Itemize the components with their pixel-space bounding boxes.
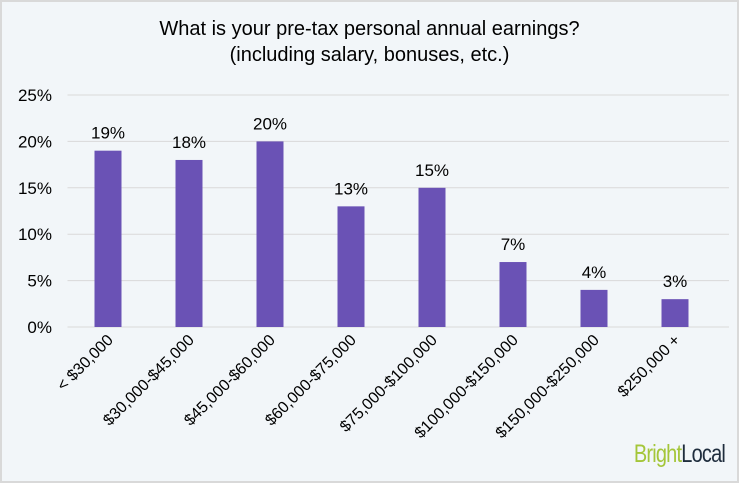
bar [337,206,365,327]
bar [418,187,446,327]
y-tick-label: 25% [18,86,52,105]
data-label: 7% [501,235,526,254]
data-label: 3% [663,272,688,291]
data-label: 4% [582,263,607,282]
bar [175,159,203,327]
y-tick-label: 10% [18,225,52,244]
bar [256,141,284,327]
title-line-2: (including salary, bonuses, etc.) [229,44,510,66]
bar [661,299,689,327]
bar [580,289,608,327]
data-label: 18% [172,133,206,152]
x-tick-label: $250,000 + [615,332,684,401]
chart-title: What is your pre-tax personal annual ear… [0,16,739,68]
y-tick-label: 15% [18,179,52,198]
data-label: 19% [91,124,125,143]
data-label: 15% [415,161,449,180]
y-tick-label: 20% [18,132,52,151]
y-tick-label: 5% [27,272,52,291]
bar [499,262,527,327]
y-tick-label: 0% [27,318,52,337]
bar [94,150,122,327]
title-line-1: What is your pre-tax personal annual ear… [159,18,580,40]
brightlocal-logo: BrightLocal [633,440,726,468]
data-label: 13% [334,179,368,198]
x-tick-label: < $30,000 [54,332,117,395]
data-label: 20% [253,114,287,133]
